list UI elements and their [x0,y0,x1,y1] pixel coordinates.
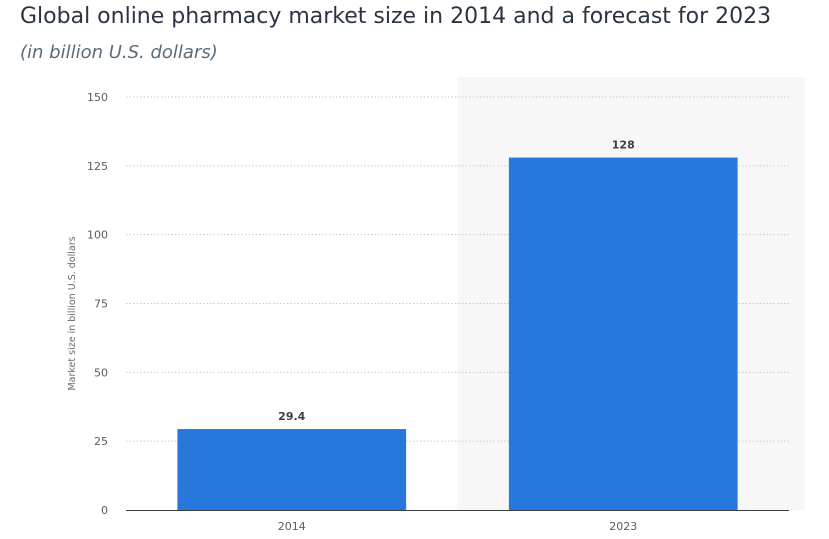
x-tick-label-2014: 2014 [278,520,306,533]
bar-2023 [508,157,738,510]
y-tick-label: 100 [87,229,108,242]
x-axis-ticks: 2014 2023 [278,520,638,533]
y-tick-label: 50 [94,366,108,379]
data-label-2014: 29.4 [278,410,305,423]
chart-subtitle: (in billion U.S. dollars) [20,42,218,63]
y-axis-label: Market size in billion U.S. dollars [67,236,78,390]
y-tick-label: 125 [87,160,108,173]
y-tick-label: 25 [94,435,108,448]
y-tick-label: 75 [94,298,108,311]
chart-title: Global online pharmacy market size in 20… [20,4,772,29]
y-tick-label: 150 [87,91,108,104]
y-tick-label: 0 [101,504,108,517]
x-tick-label-2023: 2023 [609,520,637,533]
y-axis-ticks: 0 25 50 75 100 125 150 [87,91,108,517]
bars: 29.4 128 [177,139,738,510]
data-label-2023: 128 [612,139,635,152]
bar-2014 [177,429,407,510]
